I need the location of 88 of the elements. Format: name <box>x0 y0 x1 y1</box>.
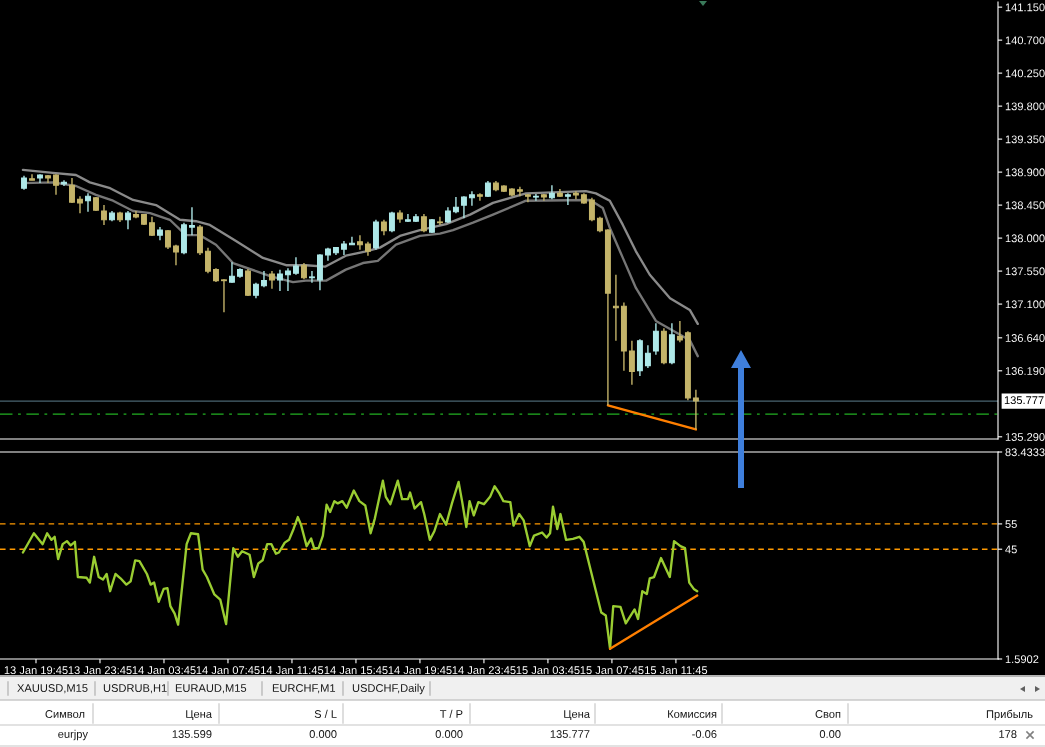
y-tick-label: 138.450 <box>1005 201 1045 210</box>
candlestick <box>532 193 539 202</box>
text: 178 <box>999 730 1017 738</box>
text: -0.06 <box>692 730 717 738</box>
candlestick <box>53 173 59 196</box>
x-tick-label: 13 Jan 23:45 <box>68 666 132 675</box>
candlestick <box>588 197 595 222</box>
candlestick <box>652 322 659 356</box>
x-tick-label: 15 Jan 07:45 <box>580 666 644 675</box>
y-tick-label: 83.4333 <box>1005 448 1045 457</box>
y-tick-label: 1.5902 <box>1005 655 1039 664</box>
candlestick <box>628 340 635 386</box>
x-tick-label: 14 Jan 15:45 <box>324 666 388 675</box>
text: Цена <box>186 710 212 721</box>
x-tick-label: 14 Jan 07:45 <box>196 666 260 675</box>
text: 0.000 <box>309 730 337 738</box>
text: 135.777 <box>550 730 590 738</box>
candlestick <box>309 270 315 284</box>
candlestick <box>644 344 651 369</box>
text: USDCHF,Daily <box>352 683 425 695</box>
candlestick <box>285 267 291 292</box>
candlestick <box>173 244 179 266</box>
y-tick-label: 45 <box>1005 545 1017 554</box>
y-tick-label: 136.190 <box>1005 367 1045 375</box>
candlestick <box>69 177 75 204</box>
ref-line-label: 135.777 <box>1004 396 1044 405</box>
candlestick <box>125 210 131 230</box>
text: 135.599 <box>172 730 212 738</box>
x-tick-label: 15 Jan 11:45 <box>645 666 708 675</box>
y-tick-label: 138.900 <box>1005 168 1045 177</box>
text: Комиссия <box>668 710 717 718</box>
candlestick <box>77 195 83 214</box>
candlestick <box>29 173 35 181</box>
x-tick-label: 13 Jan 19:45 <box>4 666 68 675</box>
candlestick <box>692 389 699 431</box>
text: 0.000 <box>435 730 463 738</box>
candlestick <box>221 278 227 313</box>
candlestick <box>261 270 267 288</box>
text: T / P <box>439 709 463 718</box>
candlestick <box>388 211 395 233</box>
candlestick <box>101 204 107 226</box>
text: 0.00 <box>819 730 841 738</box>
candlestick <box>460 195 467 219</box>
candlestick <box>165 229 171 250</box>
candlestick <box>149 216 155 237</box>
candlestick <box>229 261 235 284</box>
text: Прибыль <box>986 709 1033 721</box>
text: Цена <box>564 710 590 721</box>
y-tick-label: 141.150 <box>1005 3 1045 12</box>
candlestick <box>436 216 443 226</box>
x-tick-label: 14 Jan 11:45 <box>261 666 324 675</box>
candlestick <box>404 213 411 223</box>
candlestick <box>85 192 91 213</box>
candlestick <box>516 186 523 197</box>
y-tick-label: 136.640 <box>1005 334 1045 342</box>
text: Символ <box>45 710 85 718</box>
x-tick-label: 14 Jan 19:45 <box>388 666 452 675</box>
candlestick <box>189 206 195 236</box>
candlestick <box>205 246 211 274</box>
candlestick <box>420 213 427 233</box>
x-tick-label: 14 Jan 03:45 <box>132 666 196 675</box>
candlestick <box>468 190 475 207</box>
candlestick <box>452 196 459 214</box>
y-tick-label: 140.700 <box>1005 36 1045 45</box>
candlestick <box>476 192 483 202</box>
candlestick <box>524 193 531 203</box>
x-tick-label: 14 Jan 23:45 <box>452 666 516 675</box>
y-tick-label: 137.550 <box>1005 267 1045 276</box>
text: EURAUD,M15 <box>175 684 247 694</box>
y-tick-label: 55 <box>1005 520 1017 529</box>
text: USDRUB,H1 <box>103 684 167 694</box>
candlestick <box>676 320 683 343</box>
y-tick-label: 139.350 <box>1005 135 1045 144</box>
text: eurjpy <box>58 729 88 741</box>
text: EURCHF,M1 <box>272 684 336 694</box>
y-tick-label: 140.250 <box>1005 69 1045 78</box>
candlestick <box>564 192 571 206</box>
y-tick-label: 135.290 <box>1005 433 1045 441</box>
text: Своп <box>815 710 841 718</box>
candlestick <box>277 268 283 292</box>
y-tick-label: 137.100 <box>1005 300 1045 309</box>
y-tick-label: 138.000 <box>1005 234 1045 243</box>
y-tick-label: 139.800 <box>1005 102 1045 111</box>
candlestick <box>356 234 363 251</box>
text: XAUUSD,M15 <box>17 684 88 694</box>
text: S / L <box>314 709 337 718</box>
x-tick-label: 15 Jan 03:45 <box>516 666 580 675</box>
candlestick <box>548 184 555 200</box>
